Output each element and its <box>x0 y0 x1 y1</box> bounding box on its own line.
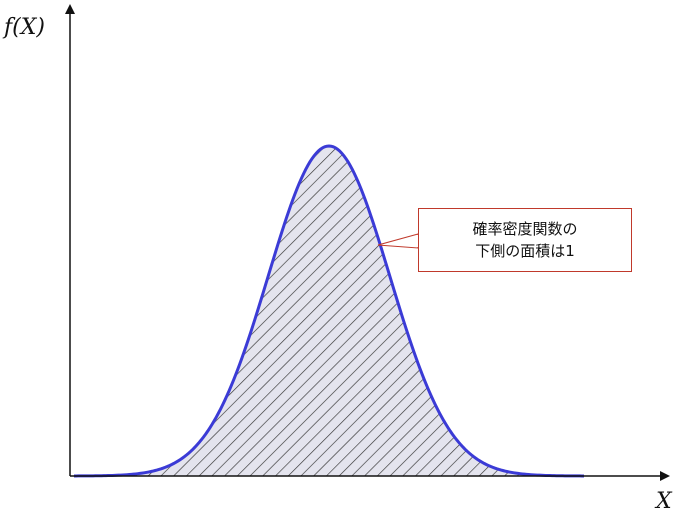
callout-pointer <box>377 233 419 249</box>
callout-box: 確率密度関数の 下側の面積は1 <box>418 208 632 272</box>
density-area <box>74 146 584 476</box>
callout-line-1: 確率密度関数の <box>472 220 578 238</box>
x-axis-label: X <box>654 489 673 514</box>
y-axis-label: f(X) <box>2 15 45 40</box>
density-curve <box>73 144 585 478</box>
callout-line-2: 下側の面積は1 <box>475 242 575 260</box>
